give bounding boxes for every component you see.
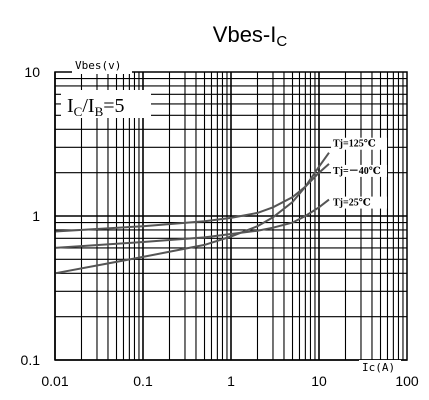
series-label: Tj=25℃	[333, 198, 371, 209]
series-label-bg	[331, 137, 388, 150]
series-labels: Tj=125℃ Tj=－40℃ Tj=25℃	[331, 137, 388, 209]
series-line	[54, 163, 330, 233]
y-axis-label: Vbes(v)	[75, 59, 121, 72]
x-tick-label: 10	[311, 373, 327, 389]
x-tick-label: 1	[227, 373, 235, 389]
chart-title: Vbes-IC	[213, 22, 288, 50]
plot-frame	[54, 71, 408, 361]
y-tick-label: 1	[32, 208, 40, 224]
series-label-bg	[331, 164, 388, 177]
xlabel-bg	[359, 360, 401, 374]
x-tick-label: 100	[395, 373, 419, 389]
ylabel-bg	[72, 60, 132, 74]
series-line	[54, 198, 330, 249]
x-axis-label: Ic(A)	[362, 361, 395, 374]
annotation-bg	[61, 90, 151, 118]
curves	[54, 152, 330, 275]
y-tick-label: 10	[24, 64, 40, 80]
y-tick-label: 0.1	[21, 352, 41, 368]
series-line	[54, 152, 330, 275]
ic-ib-ratio-annotation: IC/IB=5	[67, 95, 125, 119]
series-label: Tj=－40℃	[333, 166, 381, 177]
x-tick-label: 0.1	[133, 373, 153, 389]
series-label: Tj=125℃	[333, 139, 376, 150]
x-tick-label: 0.01	[41, 373, 68, 389]
series-label-bg	[331, 196, 388, 209]
